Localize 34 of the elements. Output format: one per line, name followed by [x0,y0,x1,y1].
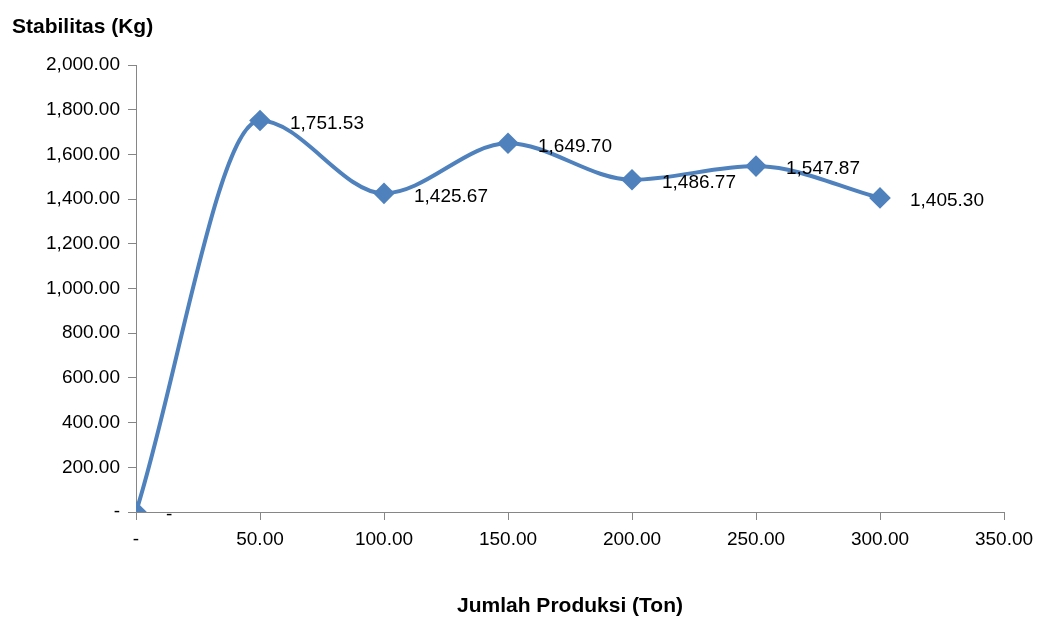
x-tick-label: 100.00 [354,527,414,549]
data-label: 1,486.77 [662,170,736,192]
y-tick-label: 600.00 [61,366,120,388]
point [250,110,270,131]
y-axis-title: Stabilitas (Kg) [12,14,154,38]
data-label: 1,649.70 [538,134,612,156]
y-tick-label: 2,000.00 [46,53,120,75]
point [374,183,394,204]
point [498,133,518,154]
x-tick-label: 200.00 [602,527,662,549]
x-tick-label: - [132,527,140,549]
point [746,156,766,177]
x-tick-label: 150.00 [478,527,538,549]
x-axis-title: Jumlah Produksi (Ton) [457,593,683,617]
y-tick-label: 800.00 [61,321,120,343]
y-tick-label: 1,600.00 [46,142,120,164]
y-tick-label: 1,200.00 [46,232,120,254]
data-label: 1,405.30 [910,189,984,211]
data-label: - [166,503,173,525]
x-tick-label: 300.00 [850,527,910,549]
data-label: 1,751.53 [290,111,364,133]
x-tick-label: 250.00 [726,527,786,549]
y-tick-label: 1,800.00 [46,97,120,119]
y-tick-label: 400.00 [61,410,120,432]
point [622,169,642,190]
point [870,187,890,208]
data-label: 1,425.67 [414,184,488,206]
y-tick-label: 1,000.00 [46,276,120,298]
data-label: 1,547.87 [786,157,860,179]
x-tick-label: 50.00 [236,527,284,549]
y-tick-label: 1,400.00 [46,187,120,209]
x-tick-label: 350.00 [974,527,1034,549]
y-tick-label: - [113,500,120,522]
y-tick-label: 200.00 [61,455,120,477]
